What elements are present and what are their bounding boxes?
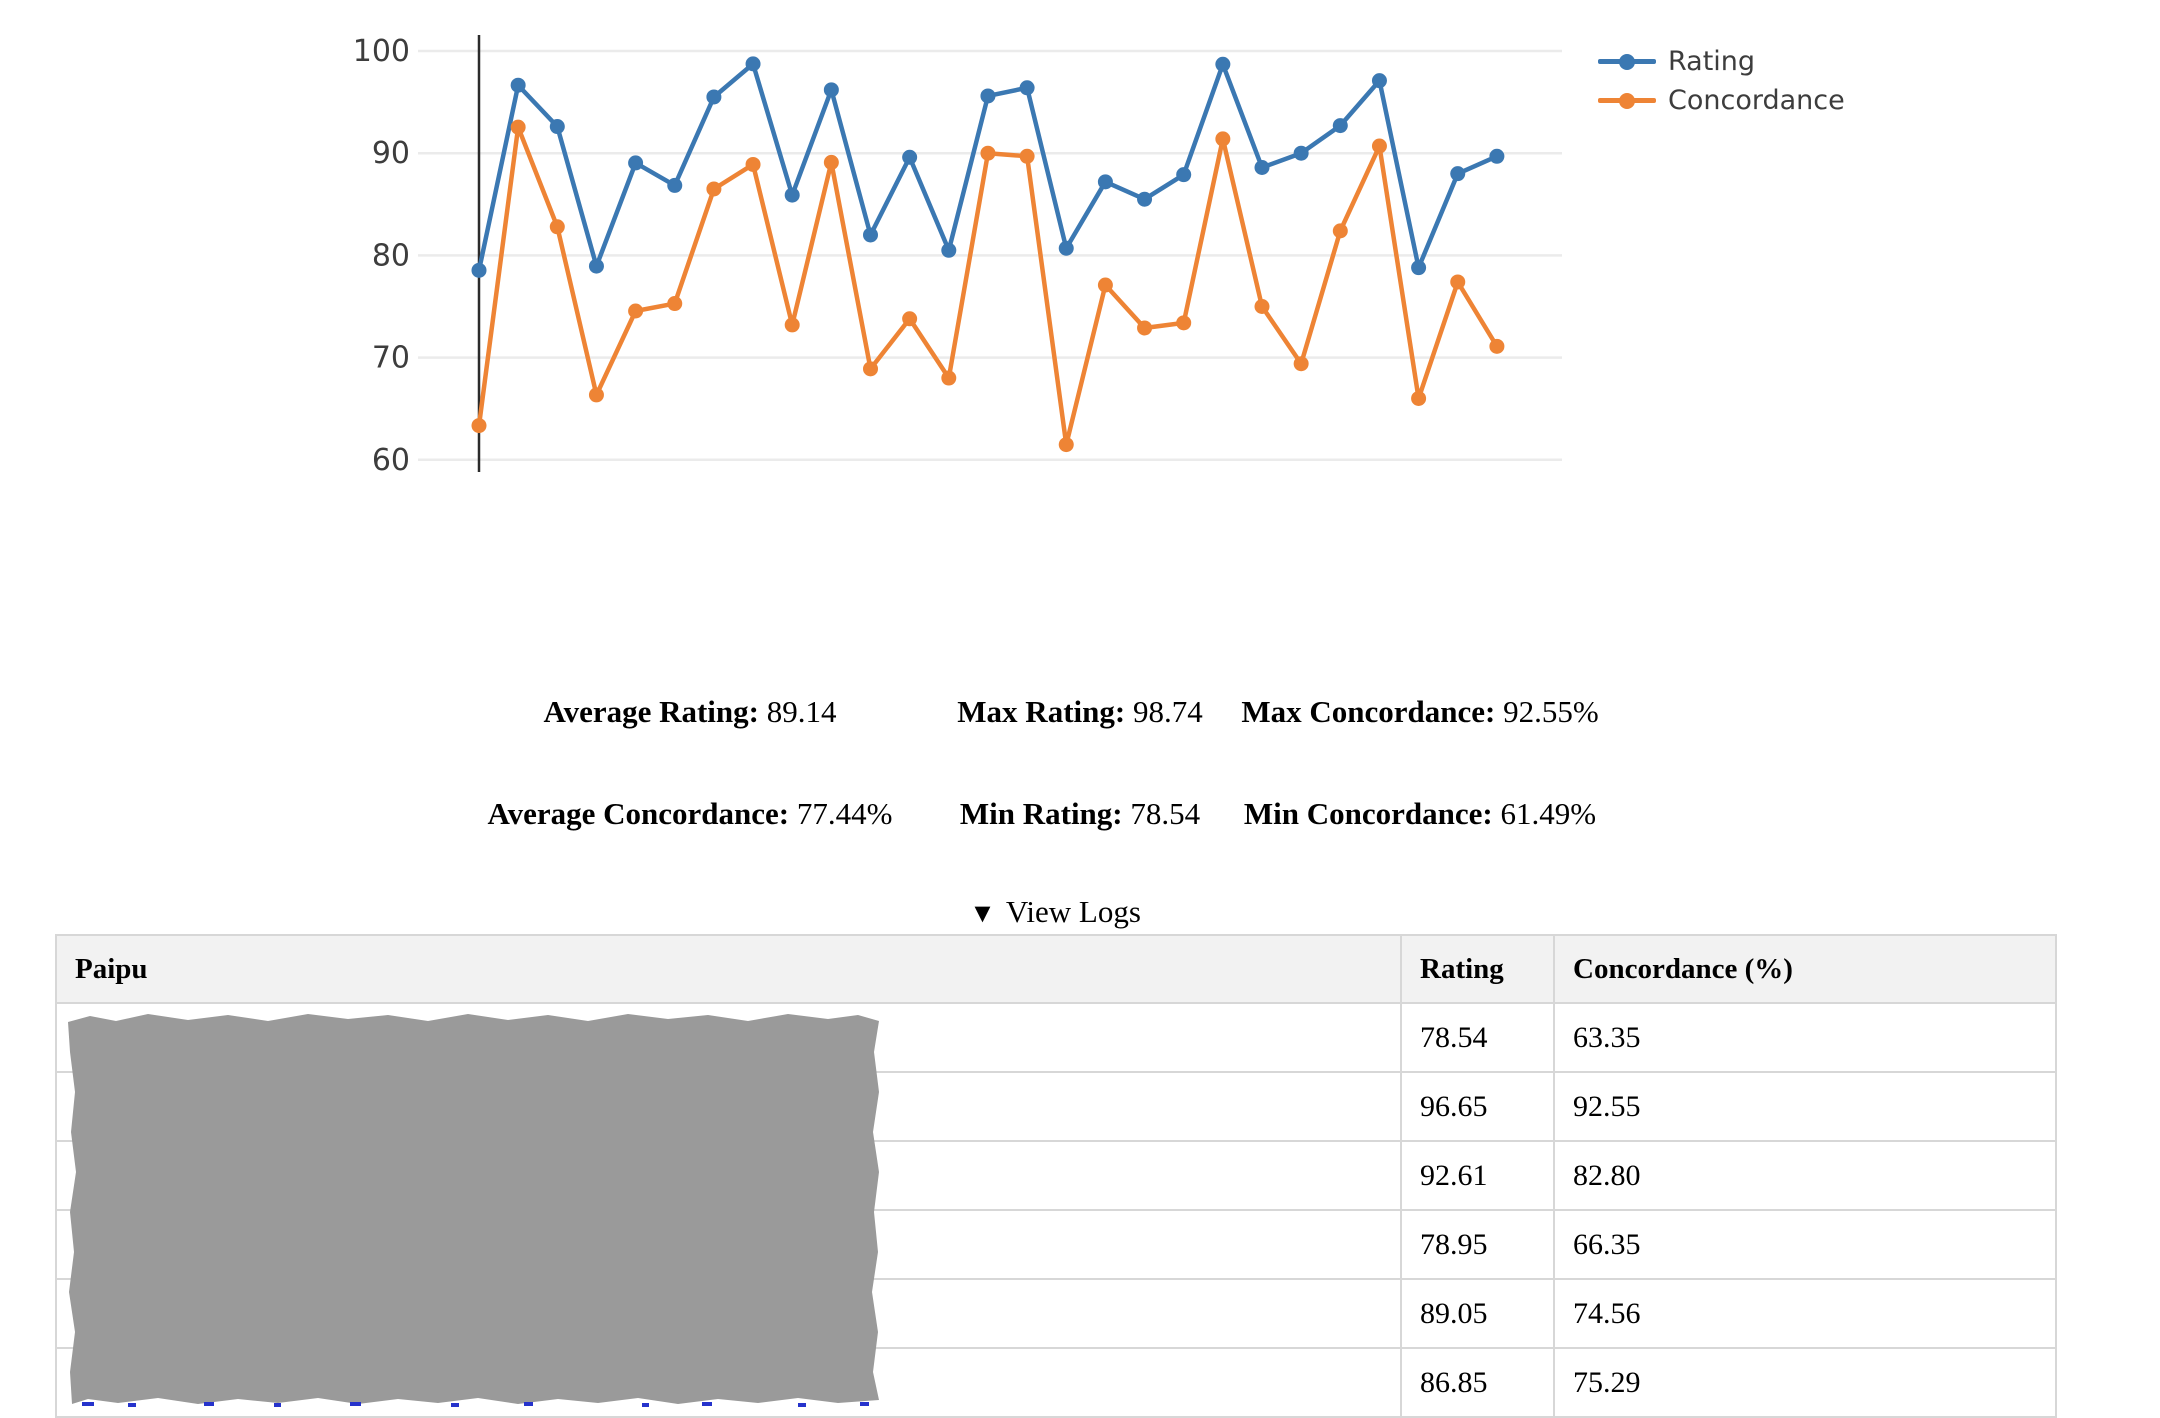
redacted-link-peek <box>451 1403 459 1407</box>
stat-label: Average Rating: <box>543 694 759 729</box>
stat-average-rating: Average Rating: 89.14 <box>450 690 930 734</box>
stat-value: 77.44% <box>796 796 893 831</box>
chart-legend: Rating Concordance <box>1598 42 1845 120</box>
column-header-rating: Rating <box>1400 934 1555 1004</box>
stats-row-2: Average Concordance: 77.44% Min Rating: … <box>450 792 1610 836</box>
column-header-paipu: Paipu <box>55 934 1402 1004</box>
stat-value: 78.54 <box>1130 796 1201 831</box>
stat-value: 98.74 <box>1132 694 1203 729</box>
stat-min-rating: Min Rating: 78.54 <box>930 792 1230 836</box>
column-header-concordance: Concordance (%) <box>1553 934 2057 1004</box>
line-chart: 100 90 80 70 60 <box>353 34 1562 478</box>
redacted-link-peek <box>350 1402 361 1406</box>
y-axis-tick-label: 100 <box>353 34 410 69</box>
redacted-link-peek <box>82 1402 94 1406</box>
rating-line-marker-icon <box>1598 53 1656 70</box>
redacted-link-peek <box>128 1403 136 1407</box>
redacted-link-peek <box>274 1403 281 1407</box>
rating-cell: 92.61 <box>1400 1140 1555 1211</box>
rating-cell: 78.54 <box>1400 1002 1555 1073</box>
y-axis-tick-label: 90 <box>372 136 410 171</box>
y-axis-tick-label: 60 <box>372 443 410 478</box>
concordance-cell: 66.35 <box>1553 1209 2057 1280</box>
redacted-link-peek <box>642 1403 649 1407</box>
concordance-cell: 82.80 <box>1553 1140 2057 1211</box>
legend-item-rating: Rating <box>1598 42 1845 81</box>
redacted-link-peek <box>524 1402 533 1406</box>
concordance-cell: 74.56 <box>1553 1278 2057 1349</box>
legend-label-rating: Rating <box>1668 46 1756 77</box>
stats-row-1: Average Rating: 89.14 Max Rating: 98.74 … <box>450 690 1610 734</box>
view-logs-toggle[interactable]: ▼ View Logs <box>55 890 2055 935</box>
concordance-cell: 63.35 <box>1553 1002 2057 1073</box>
rating-cell: 78.95 <box>1400 1209 1555 1280</box>
stat-label: Max Concordance: <box>1241 694 1496 729</box>
stat-label: Average Concordance: <box>487 796 790 831</box>
concordance-line-marker-icon <box>1598 92 1656 109</box>
y-axis-tick-label: 70 <box>372 341 410 376</box>
stat-min-concordance: Min Concordance: 61.49% <box>1230 792 1610 836</box>
concordance-cell: 92.55 <box>1553 1071 2057 1142</box>
table-header-row: Paipu Rating Concordance (%) <box>55 934 2057 1004</box>
stat-average-concordance: Average Concordance: 77.44% <box>450 792 930 836</box>
redacted-link-peek <box>860 1402 869 1406</box>
stat-max-rating: Max Rating: 98.74 <box>930 690 1230 734</box>
legend-label-concordance: Concordance <box>1668 85 1845 116</box>
redaction-block <box>68 1014 879 1404</box>
redacted-link-peek <box>798 1403 806 1407</box>
rating-cell: 89.05 <box>1400 1278 1555 1349</box>
redacted-link-peek <box>702 1402 712 1406</box>
stat-max-concordance: Max Concordance: 92.55% <box>1230 690 1610 734</box>
y-axis-tick-label: 80 <box>372 238 410 273</box>
rating-cell: 86.85 <box>1400 1347 1555 1418</box>
stat-value: 92.55% <box>1503 694 1599 729</box>
stat-value: 89.14 <box>766 694 837 729</box>
stat-label: Min Concordance: <box>1243 796 1493 831</box>
stat-label: Max Rating: <box>957 694 1126 729</box>
concordance-cell: 75.29 <box>1553 1347 2057 1418</box>
legend-item-concordance: Concordance <box>1598 81 1845 120</box>
stat-label: Min Rating: <box>959 796 1123 831</box>
view-logs-label: View Logs <box>1005 894 1141 929</box>
redacted-link-peek <box>204 1402 214 1406</box>
stat-value: 61.49% <box>1500 796 1597 831</box>
collapse-triangle-icon: ▼ <box>969 898 996 928</box>
rating-cell: 96.65 <box>1400 1071 1555 1142</box>
